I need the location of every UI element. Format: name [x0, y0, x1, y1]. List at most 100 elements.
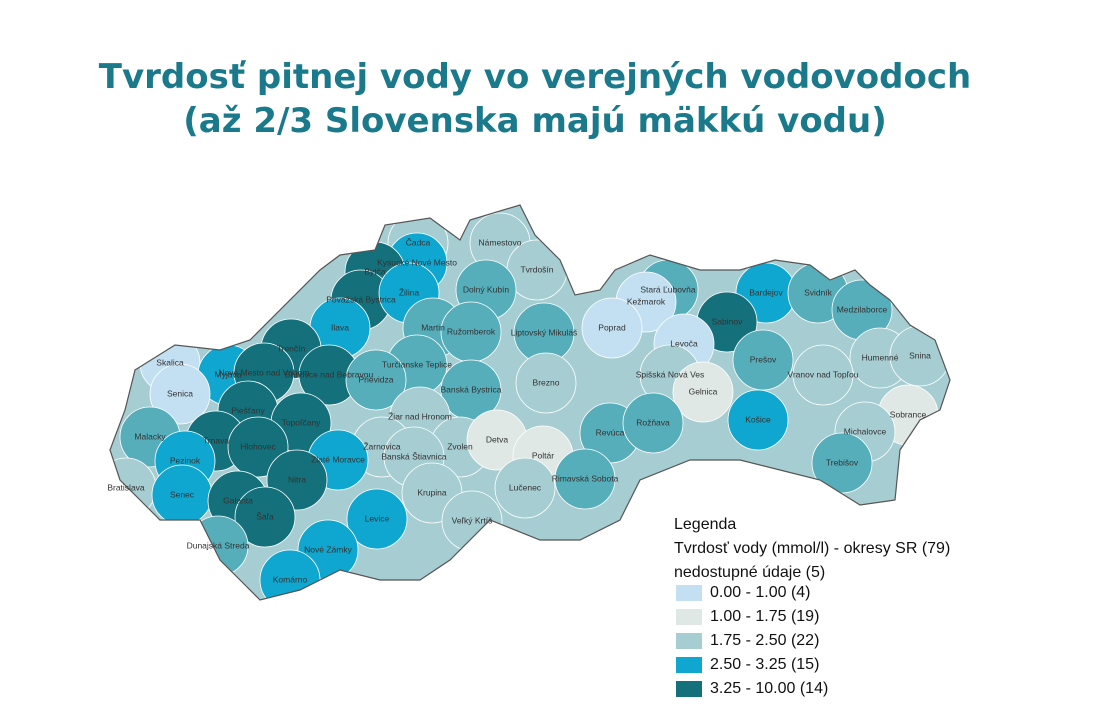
district-label: Stará Ľubovňa — [640, 284, 696, 294]
district-label: Piešťany — [231, 405, 265, 415]
district — [727, 389, 789, 451]
district-label: Bratislava — [107, 482, 145, 492]
district-label: Revúca — [596, 427, 625, 437]
district — [515, 352, 577, 414]
district-label: Detva — [486, 434, 508, 444]
district-label: Pezinok — [170, 455, 201, 465]
district — [346, 488, 408, 550]
district-label: Prešov — [750, 354, 777, 364]
district-label: Šaľa — [256, 511, 274, 521]
district-label: Žiar nad Hronom — [388, 411, 452, 421]
legend-label: 0.00 - 1.00 (4) — [710, 584, 811, 601]
district-label: Komárno — [273, 574, 308, 584]
district-label: Lučenec — [509, 482, 542, 492]
district-label: Sobrance — [890, 409, 927, 419]
district-label: Medzilaborce — [837, 304, 888, 314]
district — [581, 297, 643, 359]
district-label: Malacky — [134, 431, 166, 441]
title-line: (až 2/3 Slovenska majú mäkkú vodu) — [183, 101, 887, 141]
district-label: Košice — [745, 414, 771, 424]
district-label: Trenčín — [277, 343, 306, 353]
district-label: Humenné — [862, 352, 899, 362]
district-label: Čadca — [406, 237, 431, 247]
district-label: Dolný Kubín — [463, 284, 510, 294]
legend-swatch — [676, 585, 702, 601]
legend-missing: nedostupné údaje (5) — [674, 564, 825, 581]
district-label: Bánovce nad Bebravou — [285, 369, 374, 379]
district-label: Rimavská Sobota — [552, 473, 619, 483]
legend-title: Legenda — [674, 516, 736, 533]
legend-swatch — [676, 633, 702, 649]
district — [345, 349, 407, 411]
title-line: Tvrdosť pitnej vody vo verejných vodovod… — [99, 57, 971, 97]
district-label: Nitra — [288, 474, 306, 484]
district-label: Kežmarok — [627, 296, 666, 306]
district-label: Galanta — [223, 495, 253, 505]
district — [622, 392, 684, 454]
district-label: Poltár — [532, 450, 554, 460]
district-label: Michalovce — [844, 426, 887, 436]
map — [110, 205, 950, 600]
district-label: Spišská Nová Ves — [636, 369, 705, 379]
district-label: Levice — [365, 513, 390, 523]
district-label: Martin — [421, 322, 445, 332]
district-label: Svidník — [804, 287, 833, 297]
district-label: Myjava — [215, 369, 242, 379]
district-label: Brezno — [533, 377, 560, 387]
legend-swatch — [676, 609, 702, 625]
district — [811, 432, 873, 494]
district-label: Banská Bystrica — [441, 384, 502, 394]
district-label: Gelnica — [689, 386, 718, 396]
district-label: Rožňava — [636, 417, 670, 427]
district-label: Prievidza — [359, 374, 394, 384]
district-label: Skalica — [156, 357, 184, 367]
legend: Legenda Tvrdosť vody (mmol/l) - okresy S… — [674, 516, 950, 697]
district-label: Turčianske Teplice — [382, 359, 452, 369]
district-label: Zlaté Moravce — [311, 454, 365, 464]
legend-label: 1.75 - 2.50 (22) — [710, 632, 819, 649]
district-label: Senec — [170, 489, 195, 499]
district-label: Snina — [909, 350, 931, 360]
district-label: Nové Zámky — [304, 544, 352, 554]
district-label: Levoča — [670, 338, 698, 348]
district-label: Považská Bystrica — [326, 294, 396, 304]
district-label: Poprad — [598, 322, 626, 332]
legend-label: 3.25 - 10.00 (14) — [710, 680, 828, 697]
district-label: Senica — [167, 388, 193, 398]
district-label: Ružomberok — [447, 326, 496, 336]
district-label: Vranov nad Topľou — [787, 369, 858, 379]
district — [672, 361, 734, 423]
district-label: Ilava — [331, 322, 349, 332]
district-label: Zvolen — [447, 441, 473, 451]
district-label: Liptovský Mikuláš — [511, 327, 578, 337]
district-label: Trnava — [203, 435, 229, 445]
district-label: Veľký Krtíš — [452, 515, 493, 525]
district-label: Žilina — [399, 287, 420, 297]
legend-swatch — [676, 657, 702, 673]
district-label: Námestovo — [479, 237, 522, 247]
district-label: Kysucké Nové Mesto — [377, 257, 457, 267]
district — [792, 344, 854, 406]
district — [554, 448, 616, 510]
district — [149, 363, 211, 425]
legend-label: 2.50 - 3.25 (15) — [710, 656, 819, 673]
district-label: Topoľčany — [282, 417, 322, 427]
district-label: Žarnovica — [363, 441, 401, 451]
district — [732, 329, 794, 391]
district-label: Trebišov — [826, 457, 859, 467]
legend-subtitle: Tvrdosť vody (mmol/l) - okresy SR (79) — [674, 540, 950, 557]
district-label: Bardejov — [749, 287, 783, 297]
district-label: Hlohovec — [240, 441, 276, 451]
district-label: Dunajská Streda — [187, 540, 250, 550]
district-label: Sabinov — [712, 316, 743, 326]
district-label: Banská Štiavnica — [381, 451, 446, 461]
district-label: Krupina — [417, 487, 447, 497]
district — [234, 486, 296, 548]
legend-label: 1.00 - 1.75 (19) — [710, 608, 819, 625]
legend-swatch — [676, 681, 702, 697]
district-label: Tvrdošín — [520, 264, 553, 274]
district-label: Nové Mesto nad Váhom — [218, 367, 309, 377]
district-label: Bytča — [364, 266, 386, 276]
